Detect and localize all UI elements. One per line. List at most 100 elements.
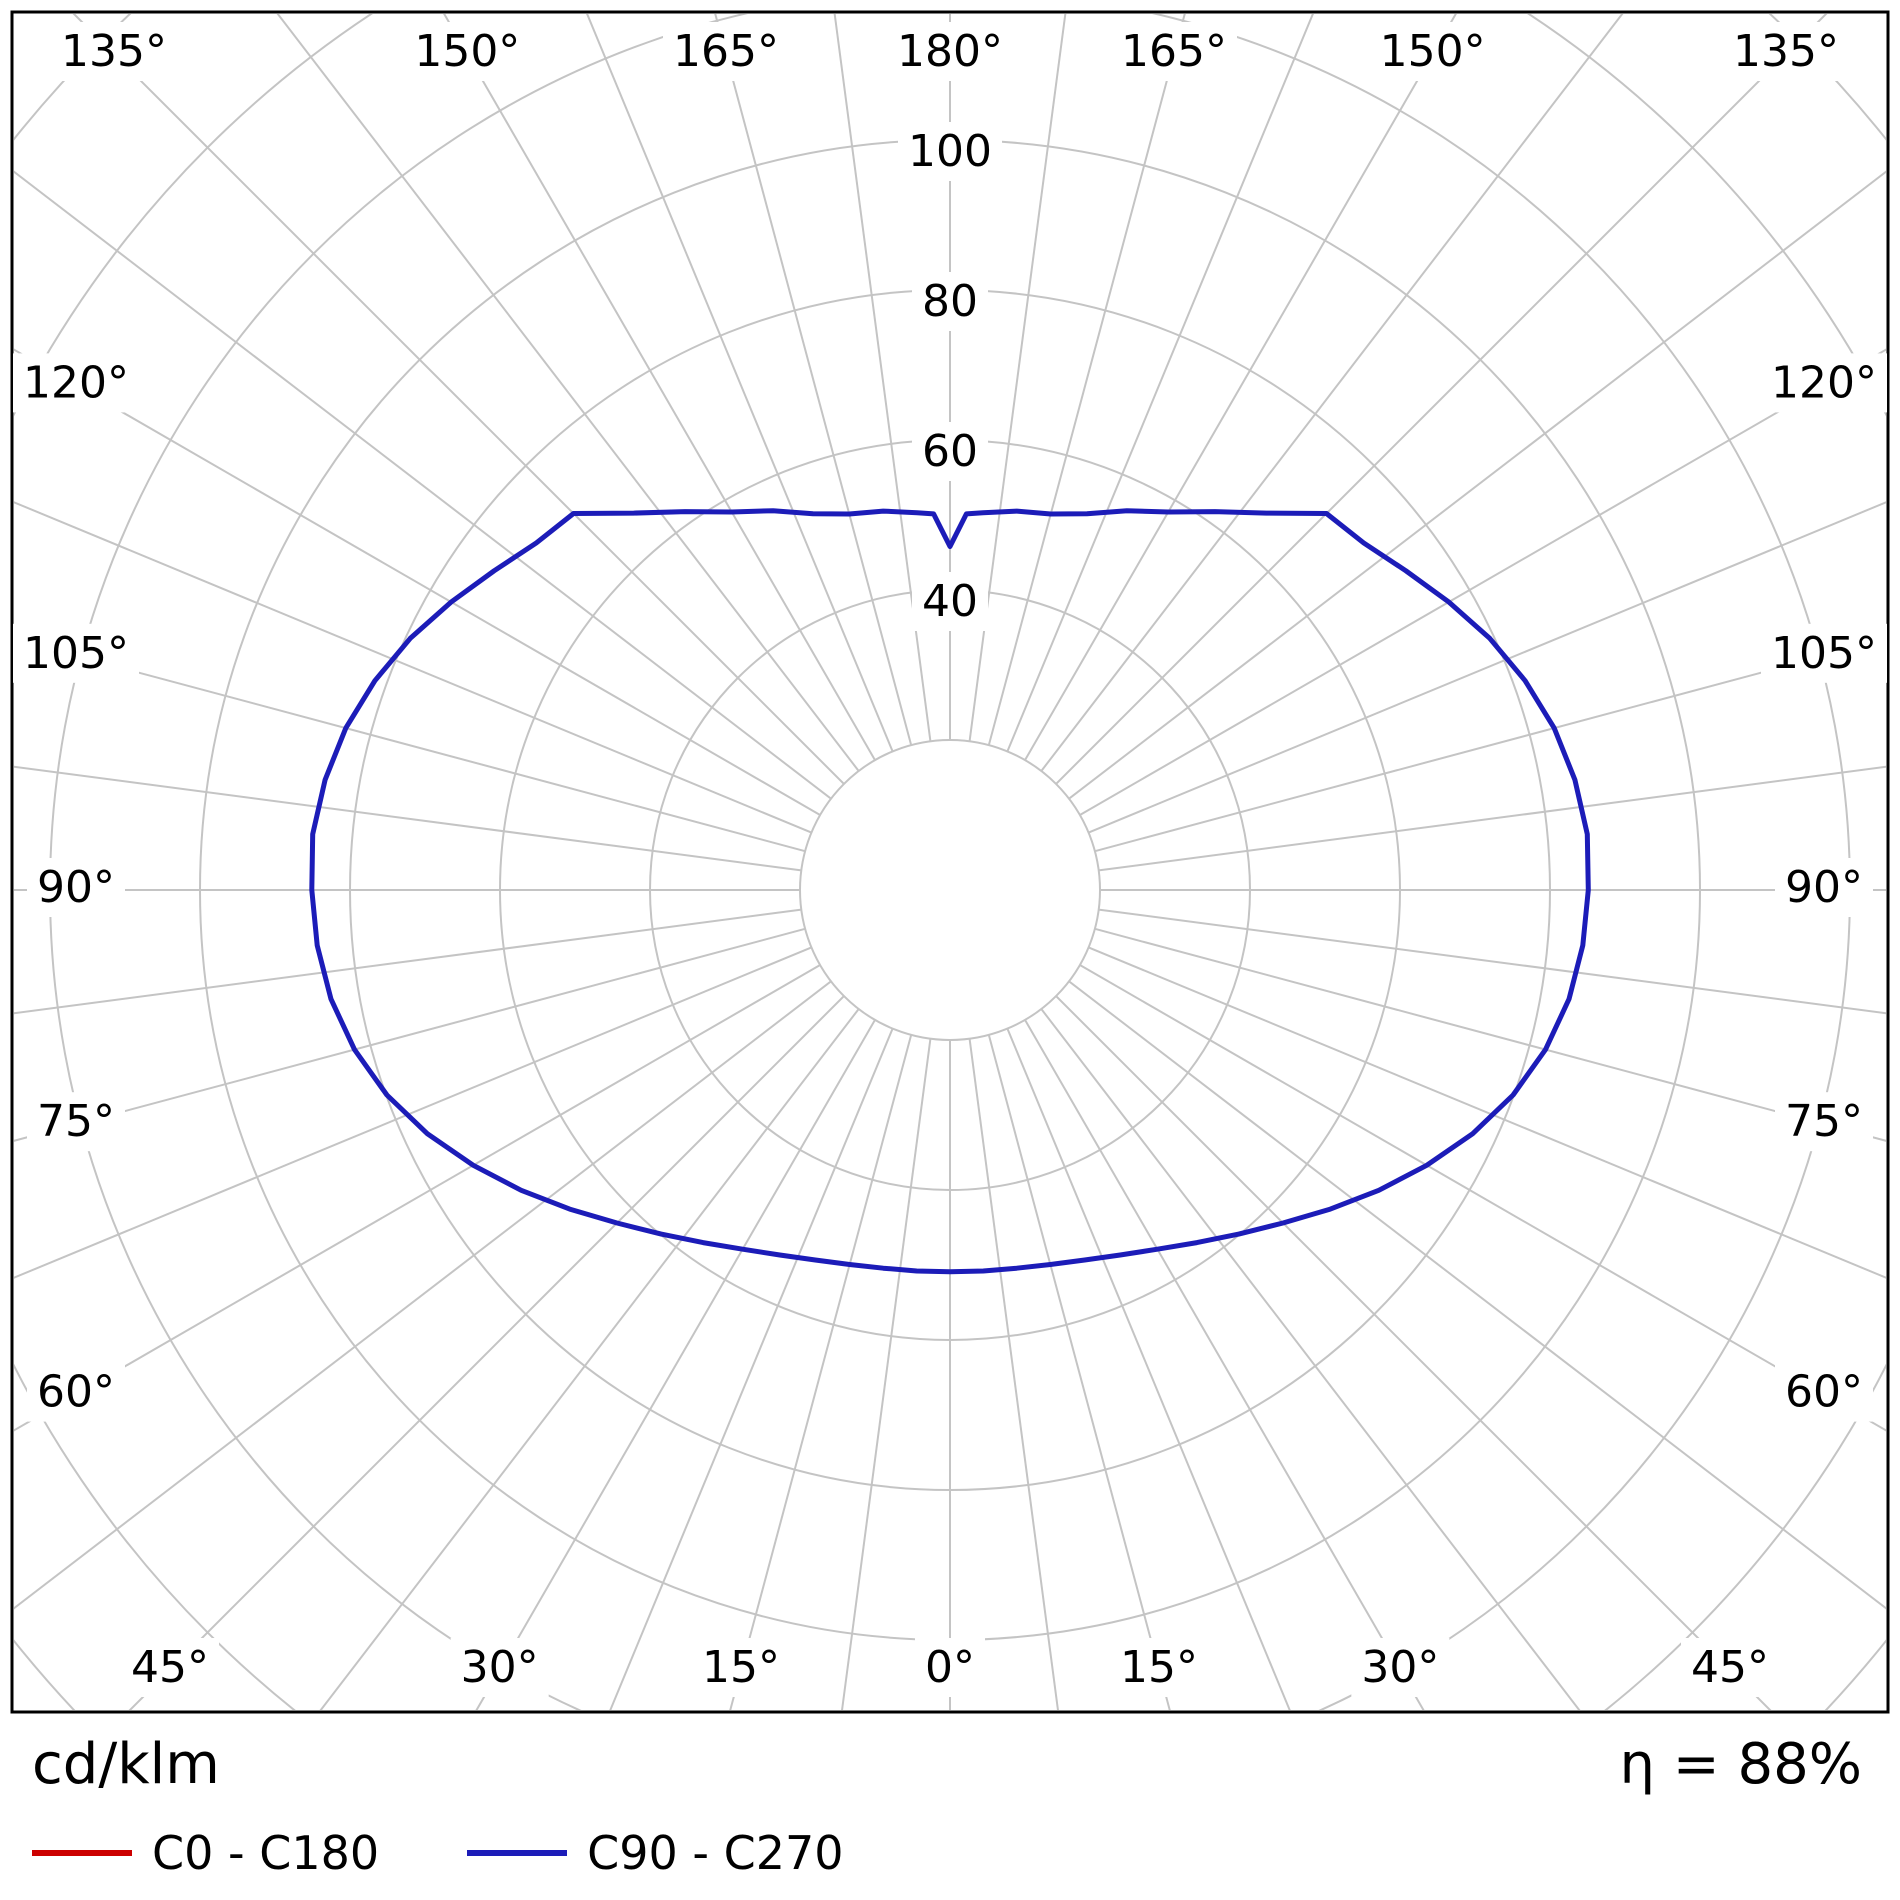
grid-radial-line xyxy=(586,14,894,752)
legend-label-c90-c270: C90 - C270 xyxy=(587,1826,844,1880)
gamma-label: 30° xyxy=(461,1642,539,1693)
gamma-label: 165° xyxy=(1121,26,1227,77)
radial-tick-label: 40 xyxy=(922,576,978,627)
label-bg xyxy=(1775,858,1873,917)
label-bg xyxy=(912,422,988,481)
label-bg xyxy=(51,22,177,81)
legend-swatch-c90-c270 xyxy=(467,1850,568,1856)
chart-labels: 40 60 80 100 0° 15° 15° 30° 30° 45° 45° 60° 60° 75° 75… xyxy=(13,22,1887,1697)
label-bg xyxy=(887,22,1013,81)
legend-item-c0-c180: C0 - C180 xyxy=(32,1826,379,1880)
gamma-label: 45° xyxy=(131,1642,209,1693)
gamma-label: 135° xyxy=(61,26,167,77)
label-bg xyxy=(663,22,789,81)
grid-radial-line xyxy=(1098,908,1886,1015)
efficiency-label: η = 88% xyxy=(1619,1732,1862,1797)
gamma-label: 165° xyxy=(673,26,779,77)
label-bg xyxy=(1369,22,1496,81)
grid-radial-line xyxy=(833,14,932,742)
label-bg xyxy=(1681,1638,1779,1697)
grid-radial-line xyxy=(1006,1028,1291,1710)
grid-radial-line xyxy=(1094,927,1886,1142)
grid-radial-line xyxy=(276,14,860,772)
grid-radial-line xyxy=(714,14,913,746)
gamma-label: 150° xyxy=(1380,26,1486,77)
grid-radial-line xyxy=(1040,1008,1581,1710)
polar-photometric-chart: 40 60 80 100 0° 15° 15° 30° 30° 45° 45° 60° 60° 75° 75… xyxy=(10,10,1890,1714)
label-bg xyxy=(450,1638,549,1697)
label-bg xyxy=(915,1638,985,1697)
gamma-label: 75° xyxy=(37,1096,115,1147)
label-bg xyxy=(898,122,1002,181)
gamma-label: 90° xyxy=(1785,862,1863,913)
gamma-label: 15° xyxy=(702,1642,780,1693)
grid-radial-line xyxy=(1040,14,1624,772)
grid-radial-line xyxy=(14,638,806,853)
grid-radial-line xyxy=(1098,765,1886,872)
grid-radial-line xyxy=(14,927,806,1142)
label-bg xyxy=(1351,1638,1450,1697)
grid-radial-line xyxy=(1068,170,1886,800)
label-bg xyxy=(912,272,988,331)
gamma-label: 0° xyxy=(925,1642,975,1693)
gamma-label: 135° xyxy=(1733,26,1839,77)
grid-radial-line xyxy=(319,1008,860,1710)
grid-radial-line xyxy=(443,14,876,761)
footer-row: cd/klm η = 88% xyxy=(32,1732,1862,1797)
legend: C0 - C180 C90 - C270 xyxy=(32,1826,844,1880)
label-bg xyxy=(27,1362,125,1422)
grid-radial-line xyxy=(14,348,821,816)
grid-radial-line xyxy=(1068,980,1886,1610)
legend-swatch-c0-c180 xyxy=(32,1850,132,1856)
gamma-label: 60° xyxy=(37,1367,115,1418)
label-bg xyxy=(1775,1362,1873,1422)
label-bg xyxy=(691,1638,790,1697)
label-bg xyxy=(27,858,125,917)
grid-radial-line xyxy=(609,1028,894,1710)
gamma-label: 180° xyxy=(897,26,1003,77)
grid-radial-line xyxy=(1024,1019,1425,1710)
label-bg xyxy=(1775,1092,1873,1152)
gamma-label: 45° xyxy=(1691,1642,1769,1693)
gamma-label: 120° xyxy=(23,357,129,408)
label-bg xyxy=(1111,22,1237,81)
gamma-label: 105° xyxy=(1771,628,1877,679)
gamma-label: 75° xyxy=(1785,1096,1863,1147)
gamma-label: 60° xyxy=(1785,1367,1863,1418)
label-bg xyxy=(13,623,139,683)
grid-radial-line xyxy=(1006,14,1314,752)
gamma-label: 150° xyxy=(414,26,520,77)
label-bg xyxy=(121,1638,219,1697)
legend-label-c0-c180: C0 - C180 xyxy=(152,1826,380,1880)
grid-radial-line xyxy=(1055,995,1772,1710)
gamma-label: 105° xyxy=(23,628,129,679)
grid-radial-line xyxy=(14,964,821,1432)
grid-radial-line xyxy=(14,908,802,1015)
unit-label: cd/klm xyxy=(32,1732,220,1797)
grid-radial-line xyxy=(1088,501,1886,834)
label-bg xyxy=(27,1092,125,1152)
label-bg xyxy=(1761,623,1887,683)
grid-radial-line xyxy=(968,1038,1059,1710)
radial-tick-label: 100 xyxy=(908,126,992,177)
grid-radial-line xyxy=(14,501,812,834)
grid-radial-line xyxy=(128,995,845,1710)
grid-radial-line xyxy=(1024,14,1457,761)
grid-radial-line xyxy=(987,14,1186,746)
grid-radial-line xyxy=(968,14,1067,742)
grid-radial-line xyxy=(14,980,832,1610)
label-bg xyxy=(404,22,531,81)
grid-radial-line xyxy=(14,170,832,800)
grid-radial-line xyxy=(14,946,812,1279)
gamma-label: 120° xyxy=(1771,357,1877,408)
label-bg xyxy=(1110,1638,1209,1697)
label-bg xyxy=(13,353,139,413)
grid-radial-line xyxy=(475,1019,876,1710)
label-bg xyxy=(1761,353,1887,413)
gamma-label: 90° xyxy=(37,862,115,913)
legend-item-c90-c270: C90 - C270 xyxy=(467,1826,844,1880)
series-curve-c90-c270 xyxy=(309,508,1591,1275)
gamma-label: 30° xyxy=(1361,1642,1439,1693)
label-bg xyxy=(912,572,988,631)
